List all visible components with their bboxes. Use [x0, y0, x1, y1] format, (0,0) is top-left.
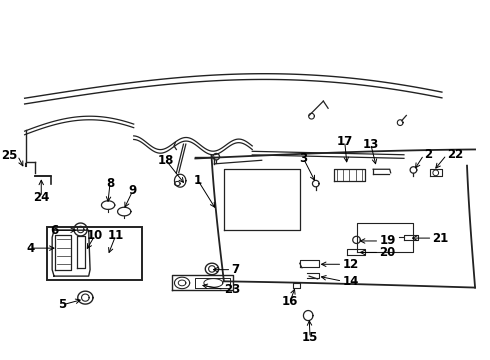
- Text: 6: 6: [50, 224, 58, 237]
- Text: 13: 13: [363, 138, 379, 150]
- Text: 21: 21: [432, 231, 449, 244]
- Text: 22: 22: [446, 148, 463, 161]
- Text: 1: 1: [194, 174, 202, 186]
- Text: 15: 15: [302, 331, 318, 344]
- Text: 5: 5: [58, 298, 67, 311]
- Text: 23: 23: [224, 283, 240, 296]
- Text: 18: 18: [158, 154, 174, 167]
- Text: 7: 7: [231, 263, 240, 276]
- Text: 9: 9: [129, 184, 137, 197]
- Text: 8: 8: [106, 177, 114, 190]
- Text: 20: 20: [379, 246, 395, 259]
- Text: 11: 11: [108, 229, 124, 242]
- Text: 12: 12: [343, 258, 359, 271]
- Text: 16: 16: [282, 295, 298, 308]
- Bar: [48, 226, 142, 280]
- Text: 14: 14: [343, 275, 359, 288]
- Text: 25: 25: [1, 149, 18, 162]
- Text: 24: 24: [33, 191, 49, 204]
- Text: 17: 17: [337, 135, 353, 148]
- Text: 4: 4: [26, 242, 34, 255]
- Text: 3: 3: [299, 152, 308, 165]
- Text: 2: 2: [424, 148, 432, 161]
- Text: 19: 19: [379, 234, 396, 247]
- Text: 10: 10: [87, 229, 103, 242]
